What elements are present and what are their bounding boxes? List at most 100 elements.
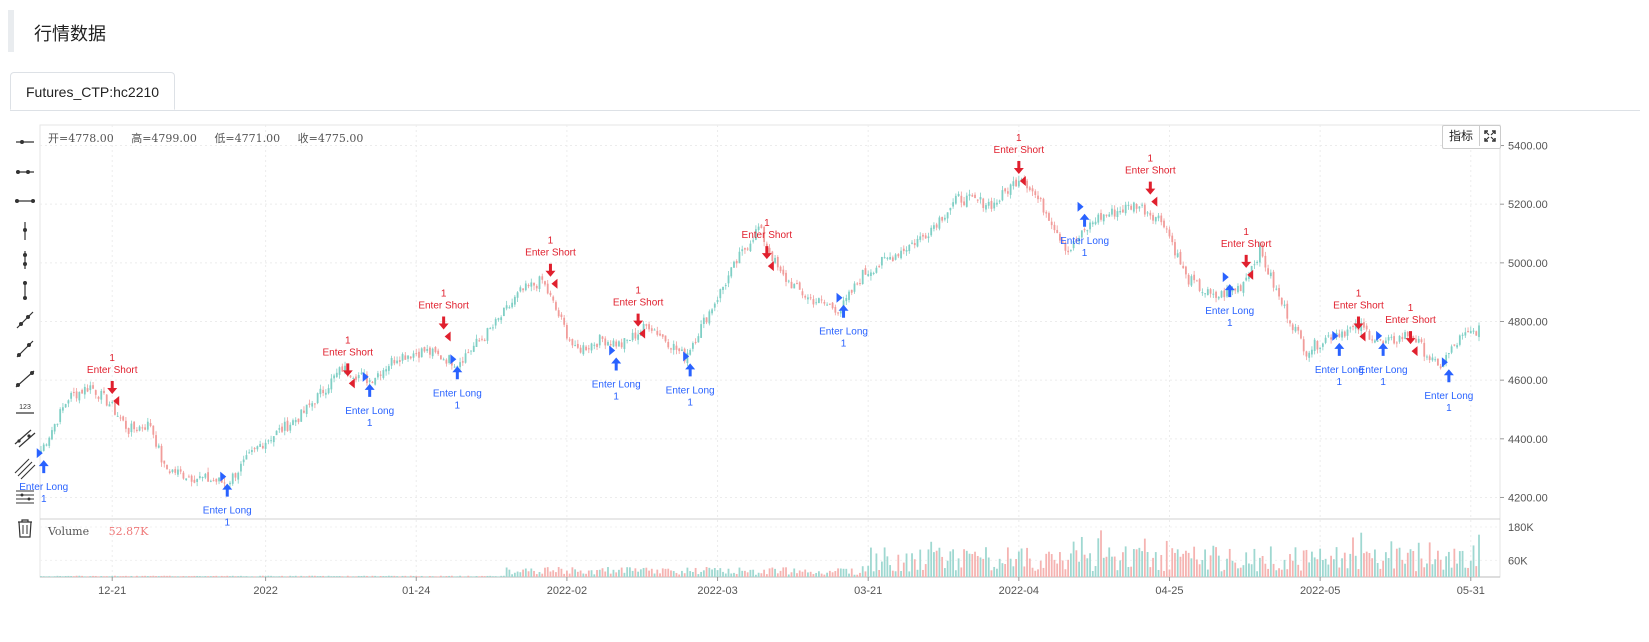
volume-bar: [1031, 567, 1034, 577]
down-arrow-icon: [761, 246, 772, 260]
volume-bar: [565, 570, 568, 577]
horizontal-line-icon[interactable]: [10, 188, 40, 214]
exit-marker-icon: [1359, 331, 1366, 342]
horizontal-segment-icon[interactable]: [10, 159, 40, 185]
volume-bar: [355, 576, 357, 578]
candle-body: [516, 292, 519, 298]
candle-body: [724, 285, 727, 287]
volume-bar: [1456, 563, 1458, 577]
volume-bar: [1045, 553, 1048, 577]
volume-bar: [1368, 553, 1371, 577]
candle-body: [1269, 272, 1272, 277]
candle-body: [259, 444, 262, 447]
candle-body: [716, 300, 719, 303]
candle-body: [867, 274, 870, 277]
volume-bar: [133, 576, 136, 578]
candle-body: [100, 390, 103, 400]
multi-line-icon[interactable]: [10, 455, 40, 481]
price-label-icon[interactable]: 123: [10, 395, 40, 421]
candle-body: [352, 378, 355, 380]
x-tick-label: 05-31: [1457, 585, 1485, 597]
candle-body: [193, 479, 196, 483]
candle-body: [1456, 345, 1458, 348]
candle-body: [878, 266, 881, 268]
volume-bar: [735, 573, 738, 577]
tab-futures-ctp-hc2210[interactable]: Futures_CTP:hc2210: [10, 72, 176, 110]
volume-bar: [768, 568, 771, 577]
candle-body: [111, 402, 114, 404]
candle-body: [1239, 285, 1242, 292]
candle-body: [374, 378, 377, 385]
volume-bar: [1275, 570, 1278, 577]
candle-body: [483, 339, 486, 341]
candle-body: [963, 201, 965, 206]
volume-bar: [475, 576, 478, 577]
volume-bar: [779, 570, 782, 577]
volume-bar: [245, 576, 248, 577]
volume-bar: [322, 575, 325, 577]
volume-bar: [237, 576, 240, 577]
candle-body: [1006, 191, 1009, 194]
candle-body: [741, 249, 744, 252]
up-arrow-icon: [1079, 213, 1090, 227]
candle-body: [549, 292, 552, 296]
candle-body: [1061, 241, 1064, 244]
entry-marker-icon: [836, 292, 843, 303]
candle-body: [965, 195, 968, 207]
vertical-ray-icon[interactable]: [10, 218, 40, 244]
volume-bar: [1165, 540, 1168, 577]
parallel-channel-icon[interactable]: [10, 425, 40, 451]
candle-body: [144, 427, 146, 430]
candle-body: [686, 352, 689, 364]
volume-bar: [954, 570, 957, 577]
volume-bar: [1017, 551, 1020, 577]
candle-body: [1059, 233, 1061, 241]
volume-bar: [1423, 567, 1426, 577]
candle-body: [371, 381, 374, 384]
candle-body: [768, 247, 771, 254]
volume-bar: [352, 576, 355, 578]
candle-body: [251, 449, 253, 453]
volume-bar: [1412, 551, 1415, 577]
candle-body: [196, 478, 199, 482]
candle-body: [1223, 290, 1226, 298]
volume-bar: [960, 567, 963, 577]
volume-bar: [683, 573, 686, 577]
candle-body: [1056, 229, 1059, 234]
candle-body: [1242, 281, 1245, 293]
candle-body: [393, 359, 396, 364]
volume-bar: [1028, 558, 1031, 577]
volume-bar: [248, 576, 251, 578]
trash-icon[interactable]: [10, 514, 40, 540]
fullscreen-icon[interactable]: [1480, 126, 1500, 146]
volume-bar: [500, 575, 503, 577]
trend-ray-icon[interactable]: [10, 307, 40, 333]
signal-label: Enter Long: [819, 327, 868, 338]
volume-bar: [538, 572, 541, 577]
candle-body: [133, 421, 136, 430]
candle-body: [544, 281, 546, 285]
horizontal-lines-icon[interactable]: [10, 484, 40, 510]
horizontal-ray-icon[interactable]: [10, 129, 40, 155]
candle-body: [996, 202, 998, 205]
x-tick-label: 2022-03: [697, 585, 737, 597]
candle-body: [774, 257, 776, 263]
trend-segment-icon[interactable]: [10, 336, 40, 362]
candle-body: [387, 366, 390, 371]
candle-body: [916, 238, 919, 247]
page-title: 行情数据: [34, 24, 106, 45]
vertical-segment-icon[interactable]: [10, 247, 40, 273]
volume-bar: [459, 575, 461, 577]
signal-qty: 1: [367, 418, 373, 429]
vertical-line-icon[interactable]: [10, 277, 40, 303]
volume-bar: [240, 575, 242, 577]
volume-bar: [1006, 547, 1009, 577]
candle-body: [1256, 261, 1259, 263]
indicator-button[interactable]: 指标: [1443, 126, 1481, 146]
trend-line-icon[interactable]: [10, 366, 40, 392]
svg-text:123: 123: [19, 404, 31, 411]
candle-body: [785, 272, 787, 282]
candle-body: [59, 409, 62, 422]
volume-bar: [398, 576, 401, 578]
